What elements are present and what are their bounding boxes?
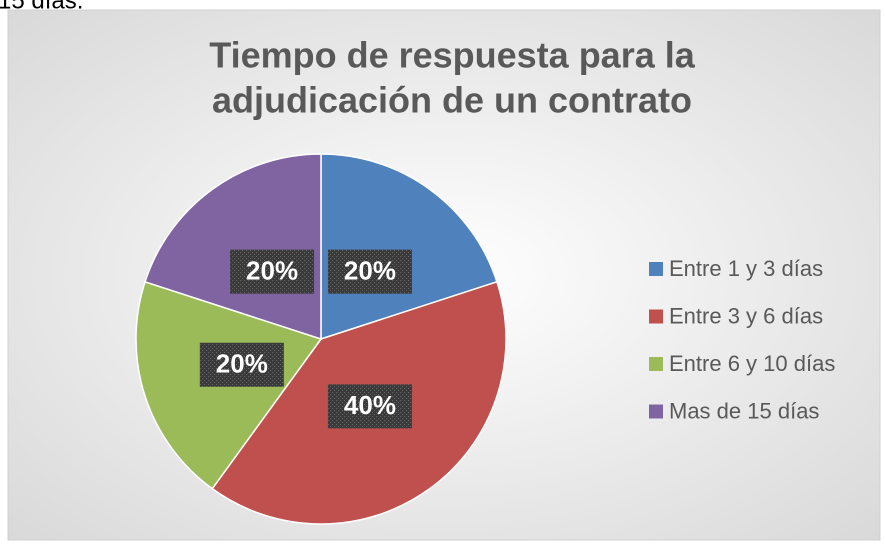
data-label-box — [199, 342, 284, 387]
legend-swatch — [649, 309, 663, 324]
chart-title: adjudicación de un contrato — [212, 80, 692, 121]
data-label: 20% — [344, 256, 396, 286]
data-label: 20% — [216, 349, 268, 379]
data-label-box — [230, 249, 315, 294]
legend-label: Entre 1 y 3 días — [669, 256, 823, 281]
legend-label: Entre 3 y 6 días — [669, 303, 823, 328]
legend-swatch — [649, 262, 663, 276]
data-label-box — [327, 249, 412, 294]
legend-label: Mas de 15 días — [669, 398, 819, 423]
legend-swatch — [649, 357, 663, 371]
data-label: 40% — [344, 390, 396, 420]
legend-label: Entre 6 y 10 días — [669, 351, 835, 376]
legend-swatch — [649, 404, 663, 419]
data-label-box — [327, 384, 412, 429]
data-label: 20% — [246, 256, 298, 286]
chart-title: Tiempo de respuesta para la — [209, 35, 696, 76]
